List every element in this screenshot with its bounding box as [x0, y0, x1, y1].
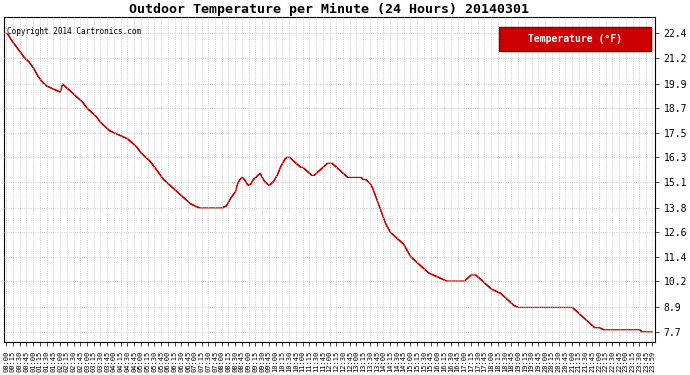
- Text: Temperature (°F): Temperature (°F): [528, 34, 622, 44]
- FancyBboxPatch shape: [498, 27, 651, 51]
- Text: Copyright 2014 Cartronics.com: Copyright 2014 Cartronics.com: [7, 27, 141, 36]
- Title: Outdoor Temperature per Minute (24 Hours) 20140301: Outdoor Temperature per Minute (24 Hours…: [129, 3, 529, 16]
